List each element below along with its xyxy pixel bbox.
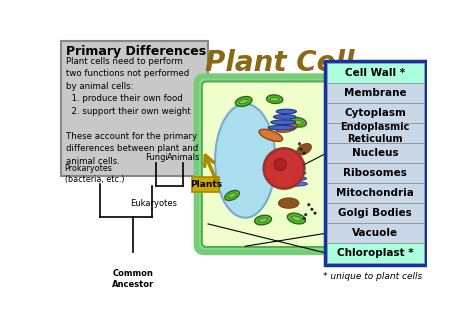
- Ellipse shape: [304, 213, 307, 216]
- Ellipse shape: [292, 216, 301, 221]
- Text: Fungi: Fungi: [145, 153, 168, 162]
- Ellipse shape: [303, 152, 306, 155]
- Text: Mitochondria: Mitochondria: [336, 188, 414, 198]
- Ellipse shape: [266, 95, 283, 103]
- Ellipse shape: [271, 120, 296, 125]
- Text: Nucleus: Nucleus: [352, 148, 398, 158]
- FancyBboxPatch shape: [192, 177, 219, 192]
- Text: Ribosomes: Ribosomes: [343, 168, 407, 178]
- Text: Membrane: Membrane: [344, 88, 406, 98]
- FancyBboxPatch shape: [325, 61, 425, 265]
- Ellipse shape: [215, 104, 275, 218]
- Text: Golgi Bodies: Golgi Bodies: [338, 208, 412, 218]
- Ellipse shape: [258, 218, 268, 222]
- Ellipse shape: [303, 217, 306, 220]
- Ellipse shape: [259, 129, 283, 141]
- Text: * unique to plant cells: * unique to plant cells: [323, 273, 422, 281]
- Ellipse shape: [283, 165, 305, 170]
- Ellipse shape: [293, 120, 302, 125]
- FancyBboxPatch shape: [196, 76, 337, 252]
- Ellipse shape: [298, 142, 301, 145]
- Text: Vacuole: Vacuole: [352, 228, 398, 238]
- FancyBboxPatch shape: [327, 63, 423, 83]
- Text: Chloroplast *: Chloroplast *: [337, 248, 413, 258]
- Ellipse shape: [297, 144, 311, 155]
- FancyBboxPatch shape: [202, 82, 332, 247]
- Ellipse shape: [308, 203, 310, 206]
- Ellipse shape: [281, 182, 307, 186]
- Ellipse shape: [268, 126, 295, 130]
- Ellipse shape: [270, 97, 279, 101]
- Ellipse shape: [236, 96, 252, 107]
- Text: Endoplasmic
Reticulum: Endoplasmic Reticulum: [340, 122, 410, 144]
- Ellipse shape: [287, 213, 305, 224]
- Text: Plants: Plants: [190, 180, 222, 189]
- Ellipse shape: [239, 99, 248, 104]
- Text: Prokaryotes
(bacteria, etc.): Prokaryotes (bacteria, etc.): [64, 165, 124, 184]
- Text: Cytoplasm: Cytoplasm: [344, 108, 406, 118]
- Ellipse shape: [310, 208, 313, 211]
- Text: Eukaryotes: Eukaryotes: [130, 199, 177, 208]
- FancyBboxPatch shape: [327, 243, 423, 263]
- Ellipse shape: [283, 171, 306, 175]
- Ellipse shape: [273, 114, 296, 119]
- FancyBboxPatch shape: [327, 203, 423, 223]
- Text: Common
Ancestor: Common Ancestor: [112, 269, 154, 289]
- Ellipse shape: [290, 117, 306, 127]
- FancyBboxPatch shape: [327, 183, 423, 203]
- Ellipse shape: [264, 148, 304, 188]
- FancyBboxPatch shape: [327, 83, 423, 103]
- FancyBboxPatch shape: [61, 41, 208, 176]
- Text: Plant cells need to perform
two functions not performed
by animal cells:
  1. pr: Plant cells need to perform two function…: [66, 57, 199, 166]
- FancyBboxPatch shape: [327, 163, 423, 183]
- FancyBboxPatch shape: [327, 143, 423, 163]
- Ellipse shape: [225, 190, 239, 200]
- Text: Primary Differences: Primary Differences: [66, 45, 206, 58]
- Ellipse shape: [274, 158, 286, 171]
- Ellipse shape: [279, 198, 299, 208]
- FancyBboxPatch shape: [327, 223, 423, 243]
- Ellipse shape: [276, 109, 296, 114]
- Text: Cell Wall *: Cell Wall *: [345, 68, 405, 78]
- Ellipse shape: [314, 212, 316, 215]
- Text: Plant Cell: Plant Cell: [205, 49, 355, 77]
- Ellipse shape: [228, 193, 236, 198]
- FancyBboxPatch shape: [327, 123, 423, 143]
- Ellipse shape: [275, 123, 297, 132]
- Ellipse shape: [284, 160, 304, 165]
- Ellipse shape: [255, 215, 272, 225]
- Ellipse shape: [300, 148, 302, 151]
- Ellipse shape: [282, 176, 307, 181]
- Text: Animals: Animals: [166, 153, 200, 162]
- FancyBboxPatch shape: [327, 103, 423, 123]
